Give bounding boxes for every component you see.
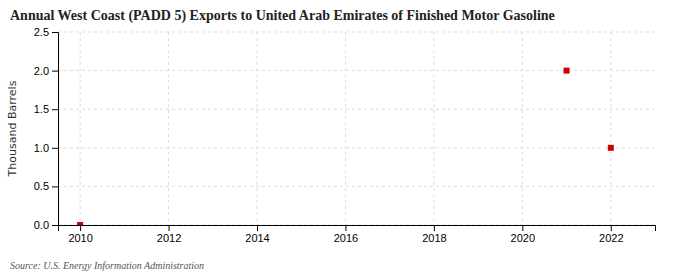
x-axis-tick: 2016 [334,225,358,244]
x-axis-tick: 2020 [511,225,535,244]
y-axis-line [52,33,59,226]
y-axis-tick-mark [52,186,58,187]
x-axis: 2010 2012 2014 2016 2018 2020 2022 [59,225,656,244]
y-axis-tick-label: 1.5 [34,103,49,115]
source: Source: U.S. Energy Information Administ… [10,260,204,271]
point [608,145,614,151]
x-axis-tick-label: 2014 [245,232,269,244]
y-axis-tick-mark [52,71,58,72]
y-axis-tick: 2.5 [34,26,58,38]
y-axis-tick: 1.0 [34,142,58,154]
x-axis-tick-label: 2010 [68,232,92,244]
y-axis-tick: 2.0 [34,65,58,77]
y-axis-tick: 1.5 [34,103,58,115]
y-axis-tick-label: 2.5 [34,26,49,38]
x-axis-tick: 2012 [157,225,181,244]
x-axis-tick-mark [611,225,612,231]
grid-line-x [168,32,169,225]
x-axis-tick: 2010 [68,225,92,244]
grid-line-y [58,147,655,148]
y-axis-tick-label: 1.0 [34,142,49,154]
y-axis-title: Thousand Barrels [6,80,19,177]
y-axis: 0.0 0.5 1.0 1.5 2.0 2.5 [34,26,59,231]
grid-line-y [58,186,655,187]
title: Annual West Coast (PADD 5) Exports to Un… [10,8,555,24]
grid [58,32,655,225]
x-axis-tick: 2018 [422,225,446,244]
x-axis-tick-label: 2018 [422,232,446,244]
x-axis-tick-label: 2020 [511,232,535,244]
x-axis-tick-mark [345,225,346,231]
y-axis-tick-label: 0.5 [34,180,49,192]
y-axis-tick-mark [52,225,58,226]
grid-line-x [610,32,611,225]
point [77,222,83,225]
y-axis-tick-mark [52,32,58,33]
y-axis-tick-mark [52,148,58,149]
x-axis-tick-mark [169,225,170,231]
x-axis-tick-label: 2016 [334,232,358,244]
grid-line-x [257,32,258,225]
x-axis-tick-mark [434,225,435,231]
y-axis-tick-label: 0.0 [34,219,49,231]
grid-line-x [522,32,523,225]
x-axis-tick-label: 2022 [599,232,623,244]
x-axis-tick: 2022 [599,225,623,244]
grid-line-x [80,32,81,225]
x-axis-tick-mark [522,225,523,231]
y-axis-tick: 0.0 [34,219,58,231]
plot: 2010 2012 2014 2016 2018 2020 2022 0.0 0.5 1.0 1.5… [34,26,656,244]
y-axis-tick: 0.5 [34,180,58,192]
grid-line-x [433,32,434,225]
x-axis-line [59,226,656,232]
points [77,68,614,225]
x-axis-tick-label: 2012 [157,232,181,244]
grid-line-y [58,32,655,33]
x-axis-tick: 2014 [245,225,269,244]
grid-line-y [58,109,655,110]
chart: 2010 2012 2014 2016 2018 2020 2022 0.0 0.5 1.0 1.5… [0,0,675,275]
x-axis-tick-mark [80,225,81,231]
x-axis-tick-mark [257,225,258,231]
point [564,68,570,74]
grid-line-x [345,32,346,225]
y-axis-tick-label: 2.0 [34,65,49,77]
y-axis-tick-mark [52,109,58,110]
